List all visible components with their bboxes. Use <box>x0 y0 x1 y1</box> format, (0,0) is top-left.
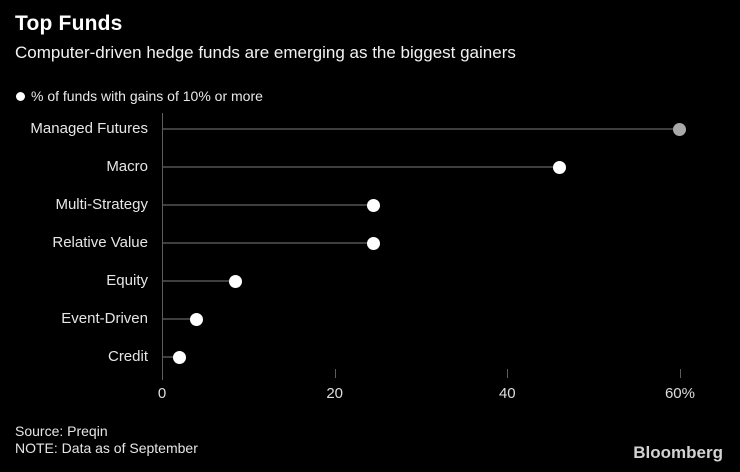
note-line: NOTE: Data as of September <box>15 440 198 456</box>
axis-tick <box>679 369 681 378</box>
data-point-dot <box>673 122 687 136</box>
stem-line <box>163 280 234 282</box>
chart-row: Relative Value <box>0 224 740 262</box>
axis-tick-label: 20 <box>326 385 343 402</box>
data-point-dot <box>367 236 380 250</box>
legend: % of funds with gains of 10% or more <box>16 88 263 104</box>
data-point-dot <box>190 312 204 326</box>
stem-line <box>163 204 372 206</box>
plot-area: Managed Futures Macro Multi-Strategy Relati… <box>0 110 740 376</box>
source-note: Source: Preqin NOTE: Data as of Septembe… <box>15 423 198 457</box>
category-label: Event-Driven <box>61 310 148 327</box>
y-axis-baseline <box>162 113 163 380</box>
axis-tick-label: 40 <box>498 385 516 402</box>
bloomberg-logo: Bloomberg <box>633 443 723 462</box>
source-line: Source: Preqin <box>15 423 108 439</box>
axis-tick-label: 0 <box>157 385 167 402</box>
axis-tick-label: 60% <box>664 385 695 402</box>
data-point-dot <box>367 198 380 212</box>
category-label: Managed Futures <box>30 120 148 137</box>
chart-row: Macro <box>0 148 740 186</box>
chart-row: Equity <box>0 262 740 300</box>
stem-line <box>163 356 178 358</box>
legend-label: % of funds with gains of 10% or more <box>31 88 263 104</box>
category-label: Multi-Strategy <box>55 196 148 213</box>
stem-line <box>163 128 678 130</box>
data-point-dot <box>228 274 242 288</box>
chart-row: Multi-Strategy <box>0 186 740 224</box>
legend-dot-icon <box>16 91 25 101</box>
axis-tick <box>334 369 336 378</box>
data-point-dot <box>552 160 566 174</box>
chart-row: Credit <box>0 338 740 376</box>
category-label: Macro <box>106 158 148 175</box>
category-label: Equity <box>106 272 148 289</box>
stem-line <box>163 242 372 244</box>
chart-row: Managed Futures <box>0 110 740 148</box>
category-label: Relative Value <box>52 234 148 251</box>
category-label: Credit <box>107 348 148 365</box>
axis-tick <box>507 369 509 378</box>
stem-line <box>163 166 558 168</box>
stem-line <box>163 318 195 320</box>
page-title: Top Funds <box>15 12 123 35</box>
data-point-dot <box>172 350 186 364</box>
chart-subtitle: Computer-driven hedge funds are emerging… <box>15 43 516 62</box>
chart-row: Event-Driven <box>0 300 740 338</box>
